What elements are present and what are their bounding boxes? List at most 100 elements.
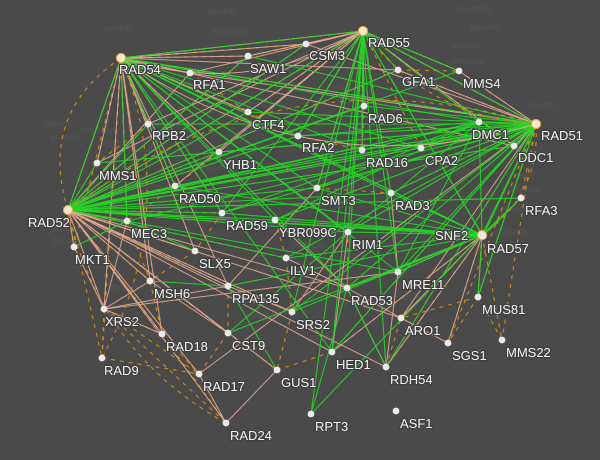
node-dot[interactable] <box>282 254 290 262</box>
graph-node[interactable]: RAD52 <box>27 204 74 231</box>
graph-node[interactable]: RAD55 <box>357 25 411 51</box>
node-dot[interactable] <box>392 407 400 415</box>
hub-node-dot[interactable] <box>530 118 542 130</box>
graph-node[interactable]: RPB2 <box>144 120 187 144</box>
node-dot[interactable] <box>123 217 131 225</box>
node-dot[interactable] <box>158 330 166 338</box>
node-dot[interactable] <box>93 159 101 167</box>
graph-node[interactable]: RAD24 <box>222 419 273 444</box>
node-dot[interactable] <box>100 305 108 313</box>
hub-node-dot[interactable] <box>62 204 74 216</box>
graph-node[interactable]: RFA1 <box>186 69 227 93</box>
hub-node-dot[interactable] <box>357 25 369 37</box>
node-dot[interactable] <box>244 108 252 116</box>
node-dot[interactable] <box>517 194 525 202</box>
graph-node[interactable]: RAD57 <box>479 232 530 257</box>
graph-node[interactable]: SNF2 <box>434 227 488 244</box>
node-dot[interactable] <box>218 209 226 217</box>
graph-node[interactable]: DMC1 <box>471 118 510 143</box>
graph-node[interactable]: RPT3 <box>307 410 349 435</box>
graph-node[interactable]: YBR099C <box>271 216 338 241</box>
node-dot[interactable] <box>394 66 402 74</box>
node-dot[interactable] <box>360 102 368 110</box>
node-dot[interactable] <box>195 370 203 378</box>
graph-node[interactable]: ASF1 <box>392 407 434 432</box>
graph-node[interactable]: CTF4 <box>244 108 286 133</box>
node-dot[interactable] <box>344 228 352 236</box>
graph-node[interactable]: RAD54 <box>115 52 162 78</box>
graph-node[interactable]: RAD6 <box>360 102 404 127</box>
node-dot[interactable] <box>294 132 302 140</box>
node-dot[interactable] <box>222 419 230 427</box>
hub-node-dot[interactable] <box>115 52 127 64</box>
node-dot[interactable] <box>146 277 154 285</box>
graph-node[interactable]: RAD51 <box>530 118 584 144</box>
node-dot[interactable] <box>191 247 199 255</box>
graph-node[interactable]: MRE11 <box>394 268 446 293</box>
graph-node[interactable]: DDC1 <box>510 142 555 166</box>
graph-node[interactable]: RAD16 <box>358 146 409 171</box>
graph-node[interactable]: RPA135 <box>224 282 281 307</box>
graph-node[interactable]: RAD18 <box>158 330 209 355</box>
node-dot[interactable] <box>186 69 194 77</box>
node-dot[interactable] <box>171 182 179 190</box>
graph-node[interactable]: GFA1 <box>394 66 436 90</box>
graph-node[interactable]: RDH54 <box>382 363 434 388</box>
graph-node[interactable]: RIM1 <box>344 228 384 253</box>
graph-node[interactable]: MMS4 <box>455 67 502 92</box>
graph-node[interactable]: GUS1 <box>273 366 318 391</box>
node-dot[interactable] <box>474 293 482 301</box>
node-dot[interactable] <box>70 243 78 251</box>
graph-node[interactable]: RAD17 <box>195 370 246 395</box>
graph-node[interactable]: MKT1 <box>70 243 111 268</box>
graph-node[interactable]: RAD59 <box>218 209 269 234</box>
node-dot[interactable] <box>302 40 310 48</box>
node-dot[interactable] <box>307 410 315 418</box>
graph-node[interactable]: RFA3 <box>517 194 559 219</box>
graph-node[interactable]: HED1 <box>328 348 372 373</box>
graph-node[interactable]: YHB1 <box>215 148 258 173</box>
graph-node[interactable]: SRS2 <box>288 308 331 333</box>
node-dot[interactable] <box>387 189 395 197</box>
node-dot[interactable] <box>98 354 106 362</box>
node-dot[interactable] <box>144 120 152 128</box>
node-dot[interactable] <box>397 314 405 322</box>
graph-node[interactable]: CPA2 <box>417 144 459 169</box>
graph-node[interactable]: ILV1 <box>282 254 317 279</box>
graph-node[interactable]: SMT3 <box>313 184 357 209</box>
node-dot[interactable] <box>224 329 232 337</box>
graph-node[interactable]: MEC3 <box>123 217 168 242</box>
graph-node[interactable]: CST9 <box>224 329 266 354</box>
graph-node[interactable]: MSH6 <box>146 277 191 302</box>
node-dot[interactable] <box>244 52 252 60</box>
node-dot[interactable] <box>455 67 463 75</box>
node-dot[interactable] <box>358 146 366 154</box>
graph-node[interactable]: MMS22 <box>498 336 552 361</box>
graph-node[interactable]: ARO1 <box>397 314 442 339</box>
graph-node[interactable]: SLX5 <box>191 247 232 272</box>
node-dot[interactable] <box>475 118 483 126</box>
node-dot[interactable] <box>273 366 281 374</box>
node-dot[interactable] <box>479 232 487 240</box>
node-dot[interactable] <box>510 142 518 150</box>
node-dot[interactable] <box>313 184 321 192</box>
graph-node[interactable]: CSM3 <box>302 40 346 64</box>
graph-node[interactable]: RAD50 <box>171 182 222 207</box>
node-dot[interactable] <box>417 144 425 152</box>
graph-node[interactable]: XRS2 <box>100 305 140 330</box>
node-dot[interactable] <box>224 282 232 290</box>
graph-node[interactable]: RFA2 <box>294 132 336 156</box>
node-dot[interactable] <box>444 339 452 347</box>
graph-node[interactable]: RAD53 <box>343 284 394 309</box>
graph-node[interactable]: MUS81 <box>474 293 527 318</box>
graph-node[interactable]: RAD3 <box>387 189 431 214</box>
graph-node[interactable]: MMS1 <box>93 159 138 184</box>
node-dot[interactable] <box>498 336 506 344</box>
node-dot[interactable] <box>382 363 390 371</box>
graph-node[interactable]: SAW1 <box>244 52 288 77</box>
node-dot[interactable] <box>394 268 402 276</box>
node-dot[interactable] <box>271 216 279 224</box>
node-dot[interactable] <box>215 148 223 156</box>
